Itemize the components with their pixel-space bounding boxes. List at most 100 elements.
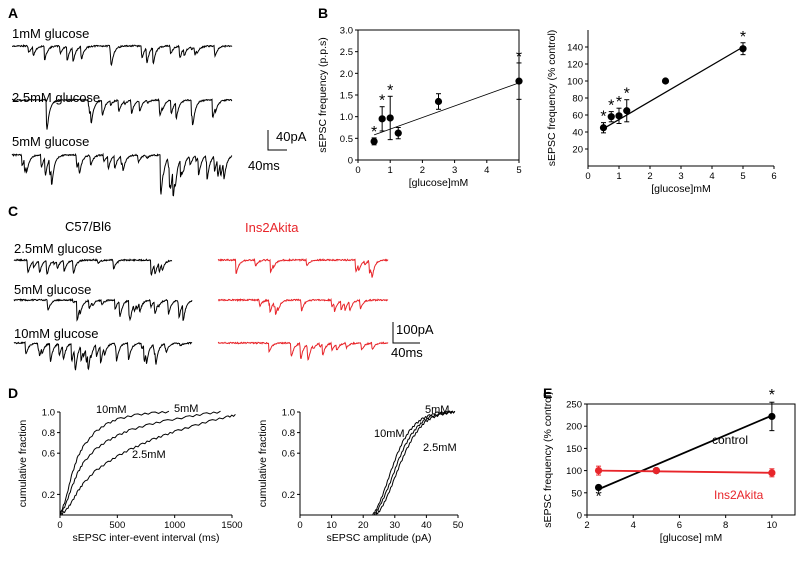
x-tick-label: 10 — [767, 520, 778, 531]
trace-5mm — [12, 154, 232, 195]
x-tick-label: 20 — [358, 520, 369, 531]
x-tick-label: 1 — [388, 165, 393, 176]
x-tick-label: 4 — [631, 520, 636, 531]
data-point — [662, 77, 669, 84]
x-tick-label: 30 — [390, 520, 401, 531]
x-tick-label: 5 — [740, 171, 745, 182]
significance-marker: * — [740, 29, 746, 46]
x-tick-label: 50 — [453, 520, 464, 531]
cumulative-curve — [373, 411, 452, 515]
x-axis-label: sEPSC amplitude (pA) — [326, 532, 431, 544]
x-tick-label: 4 — [709, 171, 714, 182]
legend-akita: Ins2Akita — [714, 488, 764, 502]
x-tick-label: 5 — [516, 165, 521, 176]
x-tick-label: 0 — [585, 171, 590, 182]
trace-wt-5mm — [14, 299, 192, 320]
series-label: 5mM — [174, 403, 198, 415]
y-tick-label: 100 — [566, 466, 582, 477]
x-tick-label: 4 — [484, 165, 489, 176]
y-tick-label: 2.5 — [340, 47, 353, 58]
x-tick-label: 3 — [678, 171, 683, 182]
charts: 0 1 2 3 4 500.51.01.52.02.53.0[glucose]mMsEPS… — [17, 26, 795, 545]
trace-label-2-5mm: 2.5mM glucose — [12, 90, 100, 105]
panel-a: 1mM glucose 2.5mM glucose 5mM glucose 40… — [12, 26, 307, 196]
y-tick-label: 0 — [348, 156, 353, 167]
panel-c: C57/Bl6 Ins2Akita 2.5mM glucose 5mM gluc… — [14, 219, 434, 370]
x-tick-label: 3 — [452, 165, 457, 176]
trace-akita-2-5mm — [218, 259, 388, 277]
x-tick-label: 1500 — [221, 520, 242, 531]
trace-wt-2-5mm — [14, 259, 172, 274]
data-point — [768, 413, 775, 420]
y-tick-label: 200 — [566, 422, 582, 433]
y-tick-label: 60 — [572, 111, 583, 122]
panel-label-d: D — [8, 385, 18, 401]
series-label: 2.5mM — [423, 442, 457, 454]
scale-time-a: 40ms — [248, 158, 280, 173]
scale-time-c: 40ms — [391, 345, 423, 360]
panel-label-c: C — [8, 203, 18, 219]
x-tick-label: 6 — [771, 171, 776, 182]
y-tick-label: 250 — [566, 400, 582, 411]
y-tick-label: 0.6 — [282, 449, 295, 460]
significance-marker: * — [387, 82, 393, 99]
legend-control: control — [712, 433, 748, 447]
y-axis-label: sEPSC frequency (% control) — [542, 391, 554, 528]
x-tick-label: 2 — [647, 171, 652, 182]
group-label-akita: Ins2Akita — [245, 220, 299, 235]
y-tick-label: 50 — [571, 488, 582, 499]
y-tick-label: 140 — [567, 43, 583, 54]
y-tick-label: 1.0 — [282, 408, 295, 419]
x-tick-label: 1000 — [164, 520, 185, 531]
condition-label-2-5mm: 2.5mM glucose — [14, 241, 102, 256]
cumulative-curve — [60, 411, 169, 515]
scale-current-a: 40pA — [276, 129, 307, 144]
y-tick-label: 0.8 — [42, 428, 55, 439]
y-tick-label: 0.8 — [282, 428, 295, 439]
chart-b-left: 0 1 2 3 4 5 0 0.5 1.0 1.5 2.0 2.5 3.0 [glucose]mM sEPS… — [317, 26, 523, 190]
x-tick-label: 40 — [421, 520, 432, 531]
x-axis-label: [glucose]mM — [409, 177, 469, 189]
condition-label-10mm: 10mM glucose — [14, 326, 99, 341]
y-tick-label: 100 — [567, 77, 583, 88]
data-point — [595, 467, 602, 474]
y-tick-label: 120 — [567, 60, 583, 71]
series-label: 10mM — [374, 428, 405, 440]
significance-marker: * — [769, 387, 775, 404]
y-axis-label: sEPSC frequency (% control) — [546, 30, 558, 167]
chart-d-right: 0 10 20 30 40 50 0.2 0.6 0.8 1.0 sEPSC amplitude (… — [257, 404, 463, 544]
x-axis-label: [glucose]mM — [651, 183, 711, 195]
data-point — [623, 107, 630, 114]
regression-line — [599, 471, 772, 473]
x-tick-label: 0 — [297, 520, 302, 531]
cumulative-curve — [60, 414, 235, 515]
x-axis-label: sEPSC inter-event interval (ms) — [72, 532, 219, 544]
significance-marker: * — [616, 94, 622, 111]
y-axis-label: cumulative fraction — [17, 420, 29, 508]
significance-marker: * — [608, 98, 614, 115]
chart-b-right: 0 1 2 3 4 5 620406080100120140[glucose]mMsEPSC… — [546, 29, 777, 195]
cumulative-curve — [60, 411, 221, 515]
condition-label-5mm: 5mM glucose — [14, 282, 91, 297]
data-point — [515, 78, 522, 85]
y-tick-label: 0 — [577, 511, 582, 522]
data-point — [387, 114, 394, 121]
series-label: 2.5mM — [132, 449, 166, 461]
trace-akita-5mm — [218, 299, 388, 314]
data-point — [379, 115, 386, 122]
x-tick-label: 8 — [723, 520, 728, 531]
y-axis-label: cumulative fraction — [257, 420, 269, 508]
significance-marker: * — [516, 49, 522, 66]
y-tick-label: 1.0 — [340, 112, 353, 123]
data-point — [615, 112, 622, 119]
trace-label-5mm: 5mM glucose — [12, 134, 89, 149]
significance-marker: * — [624, 86, 630, 103]
y-tick-label: 40 — [572, 128, 583, 139]
data-point — [653, 467, 660, 474]
y-axis-label: sEPSC frequency (p.p.s) — [317, 37, 329, 153]
chart-d-left: 0 500 1000 1500 0.2 0.6 0.8 1.0 sEPSC inter-even… — [17, 403, 243, 544]
y-tick-label: 150 — [566, 444, 582, 455]
trace-label-1mm: 1mM glucose — [12, 26, 89, 41]
x-axis-label: [glucose] mM — [660, 532, 722, 544]
